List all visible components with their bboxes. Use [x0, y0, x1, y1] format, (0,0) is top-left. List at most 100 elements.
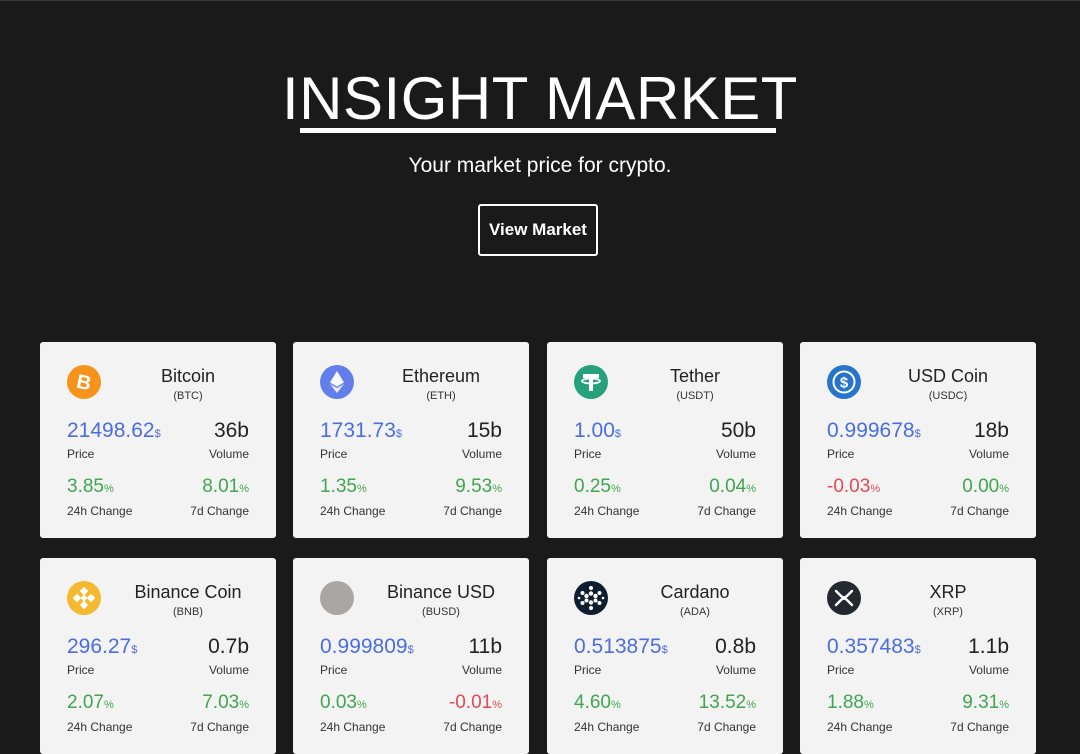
coin-volume: 50b [720, 419, 756, 442]
coin-volume: 18b [973, 419, 1009, 442]
change-7d-value: 9.31 [962, 692, 1000, 713]
change-7d: -0.01% [449, 692, 502, 716]
coin-name: Binance USD [386, 582, 496, 602]
price-label: Price [827, 663, 855, 677]
cardano-icon [574, 581, 608, 615]
change-24h-label: 24h Change [320, 720, 386, 734]
coin-card[interactable]: Tether (USDT) 1.00$ 50b Price Volume 0.2… [547, 342, 783, 538]
change-unit: % [356, 699, 367, 711]
change-unit: % [610, 699, 621, 711]
coin-symbol: (USDC) [928, 390, 968, 402]
change-24h-label: 24h Change [574, 504, 640, 518]
change-unit: % [999, 699, 1009, 711]
coin-card[interactable]: $ USD Coin (USDC) 0.999678$ 18b Price Vo… [800, 342, 1036, 538]
price-unit: $ [661, 644, 668, 656]
volume-label: Volume [461, 447, 502, 461]
change-24h: 0.25% [574, 476, 621, 500]
change-7d: 0.04% [709, 476, 756, 500]
change-24h-label: 24h Change [67, 504, 133, 518]
coin-price: 0.513875$ [574, 635, 668, 662]
change-24h-value: 1.35 [320, 476, 357, 497]
tether-icon [574, 365, 608, 399]
change-24h-label: 24h Change [574, 720, 640, 734]
price-unit: $ [395, 428, 403, 440]
price-value: 1.00 [574, 419, 615, 442]
coin-symbol: (ETH) [426, 390, 456, 402]
change-unit: % [870, 483, 881, 495]
coin-name: Tether [669, 366, 721, 386]
change-7d-label: 7d Change [190, 720, 249, 734]
coin-price: 1.00$ [574, 419, 621, 446]
volume-label: Volume [208, 663, 249, 677]
price-unit: $ [914, 428, 921, 440]
change-7d-value: 0.04 [709, 476, 747, 497]
change-unit: % [610, 483, 621, 495]
coin-price: 1731.73$ [320, 419, 402, 446]
change-7d-value: 9.53 [455, 476, 493, 497]
change-unit: % [746, 699, 756, 711]
change-unit: % [863, 699, 874, 711]
title-underline [300, 128, 776, 133]
change-24h-value: -0.03 [827, 476, 871, 497]
top-border [0, 0, 1080, 1]
coin-card[interactable]: Binance Coin (BNB) 296.27$ 0.7b Price Vo… [40, 558, 276, 754]
coin-volume: 36b [213, 419, 249, 442]
change-24h-value: 0.03 [320, 692, 357, 713]
change-7d-label: 7d Change [443, 504, 502, 518]
volume-label: Volume [968, 447, 1009, 461]
page-title: INSIGHT MARKET [282, 65, 798, 132]
coin-card[interactable]: Cardano (ADA) 0.513875$ 0.8b Price Volum… [547, 558, 783, 754]
change-24h-label: 24h Change [827, 504, 893, 518]
coin-symbol: (ADA) [680, 606, 710, 618]
coin-card[interactable]: Binance USD (BUSD) 0.999809$ 11b Price V… [293, 558, 529, 754]
change-7d: 13.52% [699, 692, 756, 716]
coin-volume: 15b [466, 419, 502, 442]
coin-name: Bitcoin [160, 366, 216, 386]
change-unit: % [103, 483, 114, 495]
coin-card[interactable]: XRP (XRP) 0.357483$ 1.1b Price Volume 1.… [800, 558, 1036, 754]
coin-name: USD Coin [907, 366, 989, 386]
volume-label: Volume [715, 447, 756, 461]
coin-volume: 1.1b [968, 635, 1009, 658]
change-24h: 4.60% [574, 692, 621, 716]
change-7d: 7.03% [202, 692, 249, 716]
change-7d-label: 7d Change [443, 720, 502, 734]
coin-card[interactable]: Ethereum (ETH) 1731.73$ 15b Price Volume… [293, 342, 529, 538]
change-unit: % [239, 483, 249, 495]
binance-usd-icon [320, 581, 354, 615]
change-24h-value: 2.07 [67, 692, 104, 713]
change-24h-value: 0.25 [574, 476, 611, 497]
coin-name: Ethereum [401, 366, 481, 386]
price-label: Price [320, 447, 348, 461]
change-7d-label: 7d Change [697, 504, 756, 518]
price-unit: $ [154, 428, 161, 440]
coin-card[interactable]: B Bitcoin (BTC) 21498.62$ 36b Price Volu… [40, 342, 276, 538]
coin-symbol: (USDT) [676, 390, 714, 402]
change-24h: 1.35% [320, 476, 367, 500]
change-unit: % [356, 483, 367, 495]
volume-label: Volume [461, 663, 502, 677]
price-unit: $ [131, 644, 138, 656]
change-7d: 0.00% [962, 476, 1009, 500]
price-value: 1731.73 [320, 419, 396, 442]
change-7d-value: 0.00 [962, 476, 1000, 497]
coin-symbol: (XRP) [933, 606, 963, 618]
change-7d-value: 7.03 [202, 692, 240, 713]
price-value: 0.357483 [827, 635, 915, 658]
price-value: 0.999678 [827, 419, 915, 442]
view-market-button[interactable]: View Market [478, 204, 598, 256]
price-label: Price [574, 447, 602, 461]
change-7d-label: 7d Change [950, 504, 1009, 518]
coin-symbol: (BNB) [173, 606, 203, 618]
svg-text:B: B [74, 371, 93, 396]
price-value: 0.513875 [574, 635, 662, 658]
coin-price: 0.357483$ [827, 635, 921, 662]
price-unit: $ [614, 428, 621, 440]
price-label: Price [827, 447, 855, 461]
change-7d-value: 13.52 [698, 692, 747, 713]
coin-name: XRP [929, 582, 967, 602]
price-value: 0.999809 [320, 635, 408, 658]
change-24h-value: 3.85 [67, 476, 104, 497]
change-7d: 9.31% [962, 692, 1009, 716]
change-7d-value: -0.01 [448, 692, 493, 713]
